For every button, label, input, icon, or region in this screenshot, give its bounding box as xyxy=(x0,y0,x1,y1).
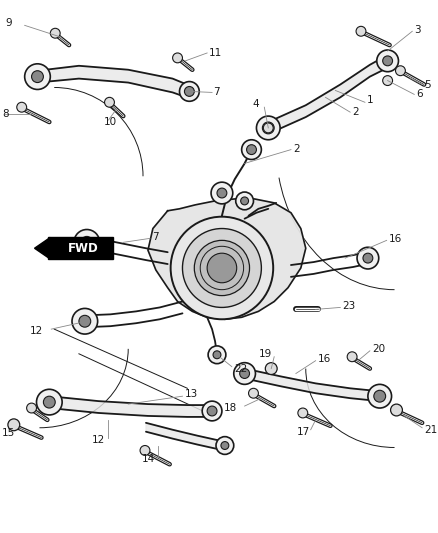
Circle shape xyxy=(72,309,98,334)
Circle shape xyxy=(383,76,392,85)
Text: 1: 1 xyxy=(367,95,374,106)
Circle shape xyxy=(363,253,373,263)
Circle shape xyxy=(81,237,93,248)
Text: 12: 12 xyxy=(92,434,106,445)
Text: 19: 19 xyxy=(259,349,272,359)
Circle shape xyxy=(32,71,43,83)
Circle shape xyxy=(383,56,392,66)
Text: 14: 14 xyxy=(141,454,155,464)
Circle shape xyxy=(374,390,385,402)
Circle shape xyxy=(194,240,250,296)
Circle shape xyxy=(8,419,20,431)
Text: 6: 6 xyxy=(416,90,423,99)
Text: 13: 13 xyxy=(184,389,198,399)
Circle shape xyxy=(25,64,50,90)
Circle shape xyxy=(43,396,55,408)
Text: 12: 12 xyxy=(30,326,43,336)
Bar xyxy=(48,237,113,259)
Text: 9: 9 xyxy=(5,18,11,28)
Circle shape xyxy=(265,362,277,375)
Circle shape xyxy=(140,446,150,455)
Text: 7: 7 xyxy=(213,87,220,98)
Circle shape xyxy=(240,197,248,205)
Circle shape xyxy=(377,50,399,72)
Polygon shape xyxy=(244,369,380,401)
Circle shape xyxy=(217,188,227,198)
Circle shape xyxy=(183,229,261,308)
Text: 8: 8 xyxy=(2,109,9,119)
Circle shape xyxy=(347,352,357,362)
Circle shape xyxy=(256,116,280,140)
Circle shape xyxy=(171,217,273,319)
Circle shape xyxy=(207,406,217,416)
Circle shape xyxy=(242,140,261,159)
Circle shape xyxy=(202,401,222,421)
Polygon shape xyxy=(35,237,50,259)
Text: 5: 5 xyxy=(424,79,431,90)
Text: 16: 16 xyxy=(389,235,402,244)
Text: 21: 21 xyxy=(424,425,438,435)
Circle shape xyxy=(184,86,194,96)
Circle shape xyxy=(180,82,199,101)
Circle shape xyxy=(368,384,392,408)
Text: 15: 15 xyxy=(2,427,15,438)
Text: 18: 18 xyxy=(223,403,237,413)
Circle shape xyxy=(105,98,114,107)
Circle shape xyxy=(208,346,226,364)
Text: FWD: FWD xyxy=(67,242,98,255)
Circle shape xyxy=(221,441,229,449)
Circle shape xyxy=(356,26,366,36)
Polygon shape xyxy=(268,55,388,134)
Polygon shape xyxy=(146,423,225,450)
Circle shape xyxy=(247,144,256,155)
Polygon shape xyxy=(38,66,189,98)
Circle shape xyxy=(234,362,255,384)
Circle shape xyxy=(74,230,99,255)
Polygon shape xyxy=(49,396,212,417)
Text: 20: 20 xyxy=(372,344,385,354)
Text: 10: 10 xyxy=(103,117,117,127)
Polygon shape xyxy=(148,199,306,319)
Circle shape xyxy=(211,182,233,204)
Circle shape xyxy=(173,53,183,63)
Circle shape xyxy=(207,253,237,283)
Circle shape xyxy=(79,316,91,327)
Circle shape xyxy=(262,122,274,134)
Circle shape xyxy=(213,351,221,359)
Circle shape xyxy=(27,403,36,413)
Circle shape xyxy=(248,389,258,398)
Circle shape xyxy=(216,437,234,455)
Text: 22: 22 xyxy=(234,364,247,374)
Circle shape xyxy=(263,123,273,133)
Text: 2: 2 xyxy=(352,107,359,117)
Text: 17: 17 xyxy=(297,427,310,437)
Text: 3: 3 xyxy=(414,25,421,35)
Text: 2: 2 xyxy=(293,143,300,154)
Circle shape xyxy=(240,369,250,378)
Circle shape xyxy=(396,66,406,76)
Circle shape xyxy=(357,247,379,269)
Text: 4: 4 xyxy=(253,99,259,109)
Circle shape xyxy=(298,408,308,418)
Circle shape xyxy=(50,28,60,38)
Circle shape xyxy=(236,192,254,210)
Text: 16: 16 xyxy=(318,354,331,364)
Circle shape xyxy=(17,102,27,112)
Text: 7: 7 xyxy=(152,232,159,243)
Text: 23: 23 xyxy=(342,302,356,311)
Circle shape xyxy=(391,404,403,416)
Circle shape xyxy=(36,389,62,415)
Text: 11: 11 xyxy=(209,48,223,58)
